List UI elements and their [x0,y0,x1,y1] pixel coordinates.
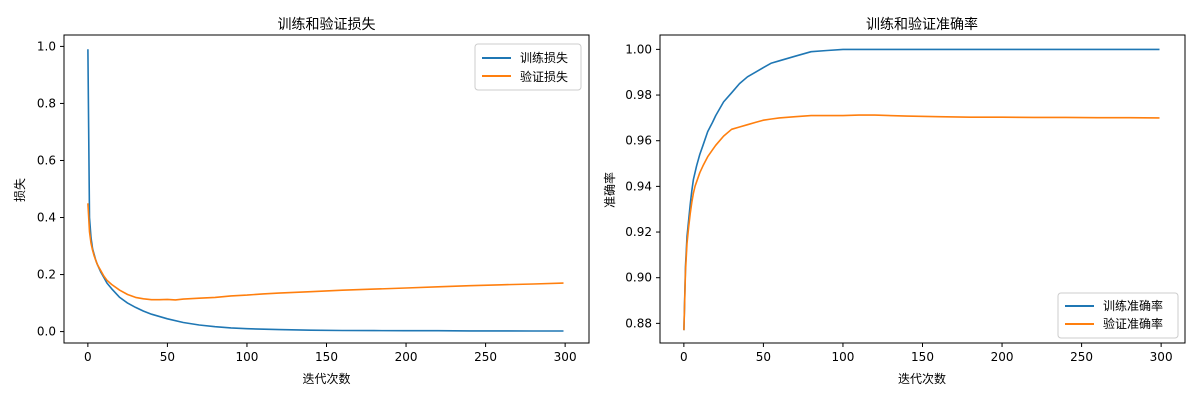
y-tick-label: 0.8 [37,96,56,110]
loss-chart-x-label: 迭代次数 [302,371,350,386]
accuracy-chart-y-label: 准确率 [602,172,617,208]
y-tick-label: 0.4 [37,211,56,225]
y-tick-label: 1.00 [625,42,652,56]
x-tick-label: 100 [832,350,855,364]
x-tick-label: 200 [395,350,418,364]
y-tick-label: 0.88 [625,316,652,330]
x-tick-label: 50 [160,350,175,364]
series-line-validation [683,114,1160,331]
x-tick-label: 100 [236,350,259,364]
accuracy-chart: 训练和验证准确率 迭代次数 准确率 0 50 100 150 200 250 300 0.88… [602,16,1186,386]
x-tick-label: 0 [84,350,92,364]
x-tick-label: 250 [1070,350,1093,364]
y-tick-label: 0.6 [37,153,56,167]
x-tick-label: 300 [554,350,577,364]
series-line-validation [87,203,564,301]
legend-label-val-acc: 验证准确率 [1103,316,1163,331]
accuracy-chart-legend: 训练准确率 验证准确率 [1057,292,1179,339]
y-tick-label: 0.98 [625,88,652,102]
legend-box [1057,292,1179,339]
accuracy-chart-title: 训练和验证准确率 [866,16,978,33]
y-tick-label: 0.94 [625,179,652,193]
x-tick-label: 0 [680,350,688,364]
legend-box [474,43,582,91]
x-tick-label: 200 [991,350,1014,364]
y-tick-label: 0.96 [625,134,652,148]
y-tick-label: 0.0 [37,325,56,339]
legend-label-train-loss: 训练损失 [520,50,568,65]
y-tick-label: 0.90 [625,271,652,285]
accuracy-chart-series [683,48,1160,331]
legend-label-val-loss: 验证损失 [520,69,568,84]
x-tick-label: 250 [474,350,497,364]
accuracy-chart-plot-frame [659,34,1186,344]
legend-label-train-acc: 训练准确率 [1103,298,1163,313]
accuracy-chart-x-label: 迭代次数 [898,371,946,386]
x-tick-label: 300 [1150,350,1173,364]
y-tick-label: 0.92 [625,225,652,239]
series-line-train [683,48,1160,331]
loss-chart: 训练和验证损失 迭代次数 损失 0 50 100 150 200 250 300 0.0 0.2… [12,17,590,386]
x-tick-label: 50 [756,350,771,364]
loss-chart-legend: 训练损失 验证损失 [474,43,582,91]
x-tick-label: 150 [315,350,338,364]
loss-chart-plot-frame [63,34,590,344]
y-tick-label: 0.2 [37,268,56,282]
loss-chart-y-label: 损失 [12,178,27,202]
loss-chart-title: 训练和验证损失 [278,17,376,33]
accuracy-chart-ticks: 0 50 100 150 200 250 300 0.88 0.90 0.92 0.94 0.96 0.… [625,42,1172,364]
loss-chart-ticks: 0 50 100 150 200 250 300 0.0 0.2 0.4 0.6 0.8 1.0 [37,39,577,364]
loss-chart-series [87,49,564,332]
y-tick-label: 1.0 [37,39,56,53]
x-tick-label: 150 [911,350,934,364]
